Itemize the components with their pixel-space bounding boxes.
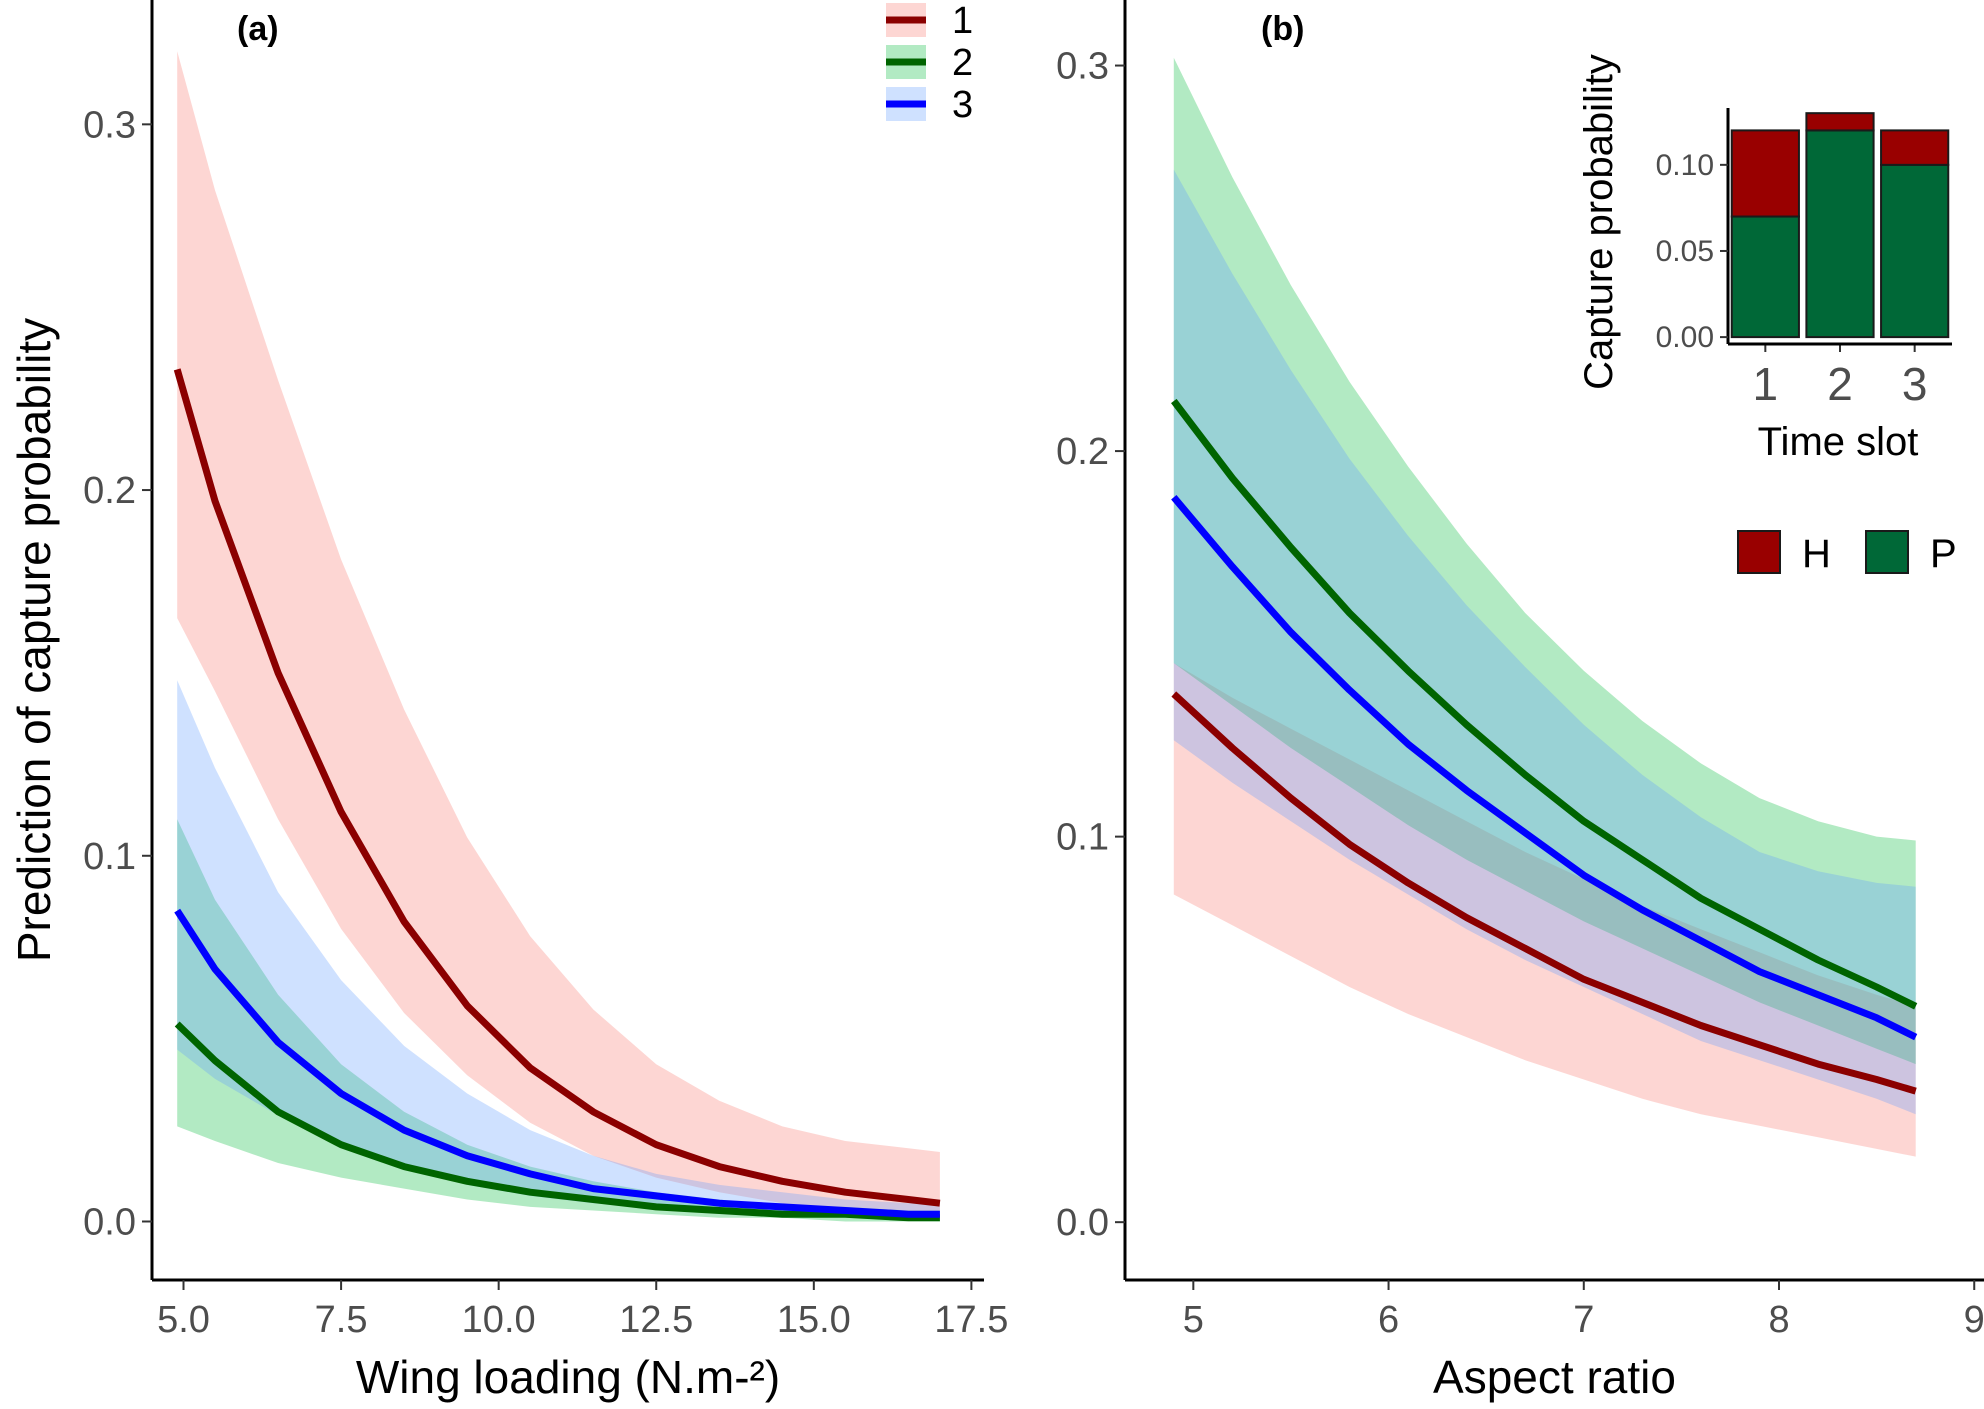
series-line-1 (1171, 691, 1917, 1095)
series-line-1 (173, 368, 941, 1207)
x-tick-label: 7 (1573, 1299, 1594, 1341)
legend-label-1: 1 (952, 0, 973, 42)
x-axis-title: Wing loading (N.m-²) (356, 1351, 780, 1403)
x-tick-label: 5.0 (157, 1299, 210, 1341)
bar-P-slot-3 (1880, 163, 1950, 339)
inset-y-tick-label: 0.05 (1656, 235, 1714, 268)
bar-P-slot-2 (1805, 129, 1875, 339)
series-legend: 123 (886, 0, 973, 126)
series-line-3 (174, 908, 940, 1218)
series-line-3 (1171, 495, 1918, 1041)
panel-a: 0.0 0.1 0.2 0.3 5.0 7.5 10.0 12.5 15.0 17.5 Wing l… (8, 0, 1008, 1403)
confidence-band-3 (177, 680, 940, 1218)
x-tick-label: 15.0 (777, 1299, 851, 1341)
series-line-2 (174, 1021, 940, 1222)
x-tick-label: 17.5 (934, 1299, 1008, 1341)
bar-H-slot-2 (1805, 112, 1875, 132)
y-tick-label: 0.0 (83, 1201, 136, 1243)
y-tick-label: 0.3 (83, 104, 136, 146)
inset-legend-label-H: H (1802, 532, 1831, 576)
inset-y-axis-title: Capture probability (1577, 54, 1621, 390)
series-line-2 (1171, 398, 1918, 1010)
inset-legend-key-P (1865, 530, 1909, 574)
y-tick-label: 0.1 (83, 836, 136, 878)
inset-y-tick-label: 0.00 (1656, 321, 1714, 354)
x-axis-title: Aspect ratio (1433, 1351, 1676, 1403)
y-axis-title: Prediction of capture probability (8, 318, 60, 962)
legend-label-2: 2 (952, 42, 973, 84)
x-tick-label: 8 (1768, 1299, 1789, 1341)
y-tick-label: 0.1 (1056, 817, 1109, 859)
y-tick-label: 0.2 (1056, 431, 1109, 473)
y-tick-label: 0.3 (1056, 46, 1109, 88)
x-tick-label: 9 (1964, 1299, 1984, 1341)
panel-b: 0.0 0.1 0.2 0.3 5 6 7 8 9 Aspect ratio (b) (1056, 0, 1984, 1403)
x-tick-label: 6 (1378, 1299, 1399, 1341)
inset-legend-label-P: P (1930, 532, 1957, 576)
y-tick-label: 0.0 (1056, 1202, 1109, 1244)
inset-legend-key-H (1737, 530, 1781, 574)
panel-label: (a) (237, 10, 279, 48)
x-tick-label: 7.5 (315, 1299, 368, 1341)
y-tick-label: 0.2 (83, 470, 136, 512)
bar-H-slot-3 (1880, 129, 1950, 166)
x-tick-label: 5 (1183, 1299, 1204, 1341)
inset-x-tick-label: 2 (1827, 358, 1853, 410)
bar-H-slot-1 (1730, 129, 1800, 218)
confidence-band-3 (1173, 169, 1916, 1115)
inset-y-tick-label: 0.10 (1656, 149, 1714, 182)
x-tick-label: 10.0 (462, 1299, 536, 1341)
confidence-band-2 (177, 819, 940, 1222)
inset-bar-chart: 1 2 3 0.00 0.05 0.10 Time slot Capture probabil… (1577, 54, 1957, 576)
inset-x-tick-label: 1 (1753, 358, 1779, 410)
inset-x-axis-title: Time slot (1758, 420, 1919, 464)
x-tick-label: 12.5 (619, 1299, 693, 1341)
confidence-band-2 (1173, 57, 1916, 1065)
panel-label: (b) (1261, 10, 1304, 48)
bar-P-slot-1 (1730, 215, 1800, 339)
inset-x-tick-label: 3 (1902, 358, 1928, 410)
confidence-band-1 (177, 51, 940, 1215)
legend-label-3: 3 (952, 84, 973, 126)
